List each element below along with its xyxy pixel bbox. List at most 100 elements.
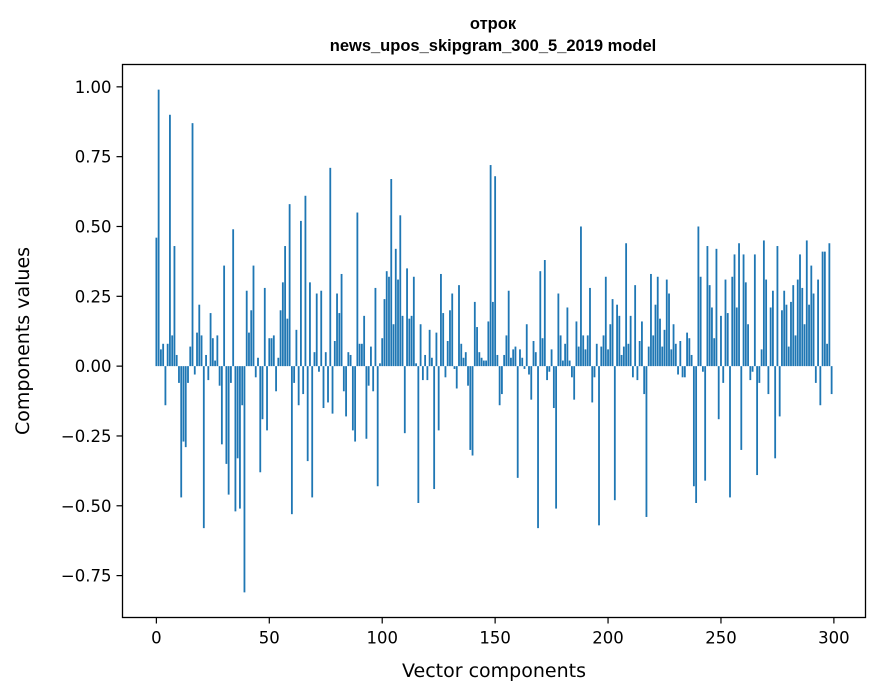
bar-88 bbox=[354, 366, 357, 442]
y-tick-label: 0.50 bbox=[75, 217, 112, 236]
chart-title-line-2: news_upos_skipgram_300_5_2019 model bbox=[330, 37, 657, 55]
bar-281 bbox=[790, 301, 792, 367]
bar-234 bbox=[683, 366, 686, 378]
bar-285 bbox=[799, 254, 801, 367]
bar-9 bbox=[175, 354, 178, 367]
x-axis-label: Vector components bbox=[402, 660, 586, 682]
bar-93 bbox=[365, 366, 368, 439]
bar-70 bbox=[313, 352, 316, 367]
bar-259 bbox=[740, 366, 743, 450]
y-tick-label: 0.00 bbox=[75, 357, 112, 376]
bar-125 bbox=[437, 366, 440, 431]
bar-163 bbox=[523, 366, 526, 369]
bar-249 bbox=[717, 366, 720, 420]
bar-177 bbox=[555, 366, 558, 509]
bar-135 bbox=[460, 343, 463, 367]
bar-253 bbox=[726, 313, 729, 367]
bar-226 bbox=[665, 279, 668, 367]
bar-73 bbox=[320, 290, 323, 367]
bar-111 bbox=[406, 268, 408, 367]
bar-19 bbox=[198, 304, 201, 367]
bar-287 bbox=[803, 324, 806, 367]
bar-120 bbox=[426, 366, 429, 381]
bar-255 bbox=[731, 276, 734, 367]
bar-216 bbox=[643, 366, 646, 395]
bar-10 bbox=[178, 366, 180, 383]
bar-217 bbox=[645, 366, 648, 517]
bar-292 bbox=[814, 366, 817, 383]
bar-87 bbox=[351, 366, 354, 431]
bar-165 bbox=[528, 366, 530, 375]
bar-40 bbox=[245, 290, 248, 367]
bar-89 bbox=[356, 212, 359, 367]
bar-11 bbox=[180, 366, 183, 498]
bar-128 bbox=[444, 366, 447, 378]
bar-207 bbox=[622, 346, 625, 367]
bar-208 bbox=[625, 243, 628, 367]
plot-frame bbox=[121, 63, 867, 619]
bar-196 bbox=[598, 366, 600, 526]
bar-98 bbox=[376, 366, 379, 487]
bar-180 bbox=[561, 360, 564, 367]
bar-185 bbox=[573, 366, 576, 400]
bar-223 bbox=[659, 318, 661, 367]
bar-197 bbox=[600, 346, 603, 367]
bars-group bbox=[155, 89, 833, 593]
bar-16 bbox=[191, 123, 194, 367]
bar-7 bbox=[171, 335, 174, 367]
bar-151 bbox=[496, 354, 499, 367]
bar-213 bbox=[636, 366, 639, 381]
bar-116 bbox=[417, 366, 420, 503]
bar-114 bbox=[412, 276, 415, 367]
bar-204 bbox=[616, 304, 618, 367]
bar-3 bbox=[162, 343, 165, 367]
bar-25 bbox=[211, 338, 214, 367]
bar-250 bbox=[720, 315, 722, 367]
bar-221 bbox=[654, 304, 657, 367]
bar-170 bbox=[539, 271, 542, 367]
y-tick-label: 0.75 bbox=[75, 148, 112, 167]
y-tick-label: −0.25 bbox=[61, 427, 112, 446]
bar-29 bbox=[220, 366, 223, 445]
bar-227 bbox=[668, 293, 670, 367]
bar-183 bbox=[568, 360, 571, 367]
bar-277 bbox=[781, 310, 783, 367]
bar-260 bbox=[742, 254, 745, 367]
bar-245 bbox=[708, 285, 711, 367]
bar-20 bbox=[200, 335, 203, 367]
bar-0 bbox=[155, 237, 158, 367]
bar-174 bbox=[548, 366, 551, 372]
bar-107 bbox=[397, 279, 399, 367]
bar-13 bbox=[184, 366, 187, 448]
bar-246 bbox=[711, 307, 713, 367]
x-tick-label: 300 bbox=[818, 629, 850, 648]
y-axis-label: Components values bbox=[12, 247, 34, 435]
bar-54 bbox=[277, 357, 280, 367]
bar-39 bbox=[243, 366, 246, 593]
bar-113 bbox=[410, 315, 413, 367]
bar-12 bbox=[182, 366, 185, 442]
bar-192 bbox=[589, 287, 591, 367]
bar-33 bbox=[230, 366, 232, 383]
bar-30 bbox=[223, 265, 226, 367]
bar-146 bbox=[485, 360, 487, 367]
bar-186 bbox=[575, 321, 578, 367]
bar-273 bbox=[772, 290, 774, 367]
bar-1 bbox=[157, 89, 160, 367]
bar-27 bbox=[216, 335, 219, 367]
bar-95 bbox=[370, 346, 372, 367]
bar-154 bbox=[503, 354, 506, 367]
bar-294 bbox=[819, 366, 822, 406]
bar-282 bbox=[792, 285, 795, 367]
bar-15 bbox=[189, 346, 192, 367]
bar-134 bbox=[458, 285, 460, 367]
bar-276 bbox=[778, 366, 781, 417]
bar-288 bbox=[805, 240, 808, 367]
y-tick-label: −0.50 bbox=[61, 497, 112, 516]
bar-56 bbox=[281, 282, 284, 367]
bar-179 bbox=[559, 335, 562, 367]
bar-64 bbox=[300, 220, 302, 367]
bar-37 bbox=[239, 366, 241, 509]
bar-189 bbox=[582, 335, 585, 367]
bar-65 bbox=[302, 366, 305, 395]
